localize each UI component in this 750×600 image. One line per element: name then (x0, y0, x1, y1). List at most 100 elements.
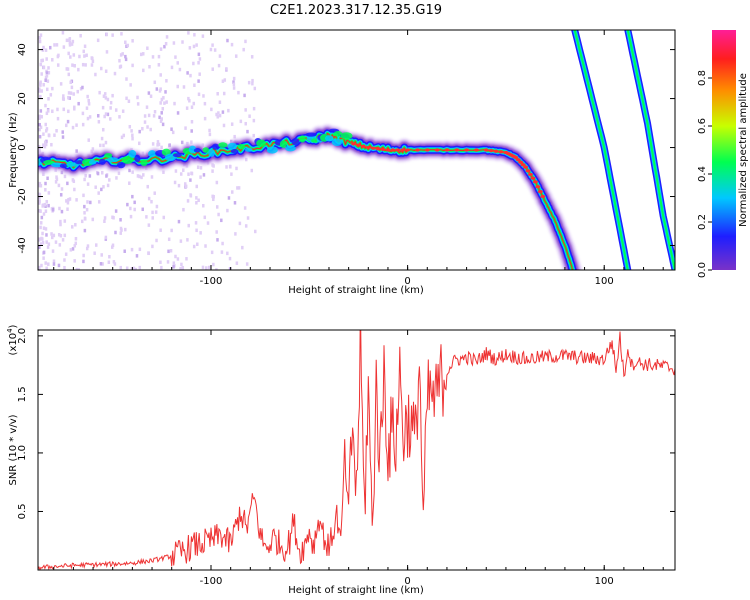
spectrogram-noise-cell (250, 55, 254, 59)
spectrogram-noise-cell (184, 184, 188, 189)
spectrogram-noise-cell (88, 115, 92, 119)
spectrogram-noise-cell (38, 35, 42, 40)
spectrogram-noise-cell (179, 172, 183, 176)
spectrogram-noise-cell (220, 250, 224, 254)
spectrogram-noise-cell (86, 200, 89, 204)
spectrogram-noise-cell (38, 87, 41, 91)
spectrogram-noise-cell (96, 171, 100, 176)
spectrogram-noise-cell (151, 142, 155, 146)
spectrogram-noise-cell (91, 147, 95, 151)
spectrogram-noise-cell (102, 94, 106, 98)
spectrogram-noise-cell (152, 114, 156, 118)
spectrogram-noise-cell (42, 82, 45, 87)
spectrogram-blob (128, 149, 137, 158)
spectrogram-noise-cell (70, 225, 74, 229)
spectrogram-noise-cell (93, 251, 96, 255)
spectrogram-noise-cell (39, 225, 42, 230)
spectrogram-noise-cell (68, 37, 72, 41)
spectrogram-noise-cell (165, 35, 169, 39)
spectrogram-noise-cell (133, 200, 136, 205)
spectrogram-noise-cell (190, 140, 193, 144)
spectrogram-noise-cell (147, 91, 151, 95)
spectrogram-noise-cell (61, 30, 65, 35)
spectrogram-noise-cell (177, 183, 181, 188)
spectrogram-noise-cell (243, 93, 246, 98)
spectrogram-noise-cell (162, 96, 165, 100)
spectrogram-noise-cell (77, 268, 80, 270)
spectrogram-noise-cell (234, 232, 237, 236)
spectrogram-noise-cell (44, 142, 48, 147)
spectrogram-noise-cell (38, 208, 41, 213)
spectrogram-noise-cell (178, 67, 182, 72)
spectrogram-noise-cell (117, 171, 121, 175)
spectrogram-noise-cell (114, 230, 117, 235)
spectrogram-descending-trace-2 (624, 30, 675, 270)
spectrogram-noise-cell (227, 108, 230, 113)
spectrogram-noise-cell (179, 239, 183, 243)
spectrogram-noise-cell (171, 130, 175, 135)
spectrogram-noise-cell (160, 145, 163, 150)
spectrogram-noise-cell (45, 129, 48, 133)
spectrogram-blob (291, 138, 300, 146)
spectrogram-noise-cell (41, 231, 44, 236)
spectrogram-noise-cell (73, 187, 76, 192)
spectrogram-blob (188, 145, 197, 154)
spectrogram-noise-cell (68, 197, 72, 201)
spectrogram-noise-cell (202, 173, 206, 177)
spectrogram-noise-cell (218, 54, 222, 58)
spectrogram-noise-cell (170, 228, 173, 233)
spectrogram-noise-cell (138, 141, 141, 146)
spectrogram-noise-cell (119, 226, 123, 231)
spectrogram-noise-cell (42, 45, 45, 50)
spectrogram-noise-cell (174, 254, 177, 259)
spectrogram-noise-cell (221, 79, 225, 83)
spectrogram-noise-cell (215, 180, 219, 185)
spectrogram-noise-cell (78, 54, 81, 59)
spectrogram-peak-dot (370, 146, 376, 150)
spectrogram-noise-cell (157, 54, 161, 59)
spectrogram-noise-cell (45, 87, 49, 92)
spectrogram-noise-cell (246, 129, 249, 134)
spectrogram-noise-cell (91, 217, 95, 222)
spectrogram-noise-cell (50, 142, 53, 147)
spectrogram-noise-cell (100, 66, 103, 71)
spectrogram-noise-cell (66, 181, 69, 186)
spectrogram-noise-cell (131, 136, 134, 141)
spectrogram-noise-cell (194, 221, 198, 225)
spectrogram-noise-cell (189, 178, 192, 182)
spectrogram-noise-cell (131, 63, 134, 68)
spectrogram-noise-cell (188, 46, 192, 50)
spectrogram-noise-cell (69, 80, 72, 85)
spectrogram-noise-cell (172, 261, 176, 265)
spectrogram-noise-cell (65, 123, 68, 128)
spectrogram-noise-cell (176, 84, 179, 89)
spectrogram-noise-cell (189, 73, 192, 78)
snr-y-tick-label: 1.5 (17, 386, 28, 402)
spectrogram-noise-cell (77, 67, 80, 72)
spectrogram-noise-cell (143, 120, 147, 124)
spectrogram-noise-cell (169, 248, 173, 253)
spectrogram-peak-dot (424, 148, 430, 152)
spectrogram-noise-cell (83, 211, 86, 215)
spectrogram-noise-cell (42, 256, 45, 260)
spectrogram-noise-cell (56, 107, 59, 112)
spectrogram-noise-cell (56, 116, 60, 121)
spectrogram-noise-cell (206, 221, 210, 225)
spectrogram-peak-dot (454, 148, 460, 152)
spectrogram-noise-cell (146, 125, 149, 129)
spectrogram-y-tick-label: -40 (17, 237, 28, 253)
spectrogram-noise-cell (233, 201, 237, 205)
spectrogram-noise-cell (232, 86, 236, 90)
spectrogram-noise-cell (251, 81, 254, 86)
spectrogram-noise-cell (104, 235, 108, 240)
spectrogram-noise-cell (245, 262, 249, 266)
spectrogram-noise-cell (230, 172, 233, 176)
spectrogram-noise-cell (141, 126, 144, 131)
spectrogram-noise-cell (128, 168, 131, 173)
spectrogram-noise-cell (52, 233, 56, 238)
spectrogram-peak-dot (540, 194, 546, 199)
spectrogram-noise-cell (100, 187, 103, 192)
spectrogram-noise-cell (129, 83, 132, 87)
spectrogram-noise-cell (74, 236, 78, 241)
snr-scale-exponent: 4 (6, 328, 14, 333)
